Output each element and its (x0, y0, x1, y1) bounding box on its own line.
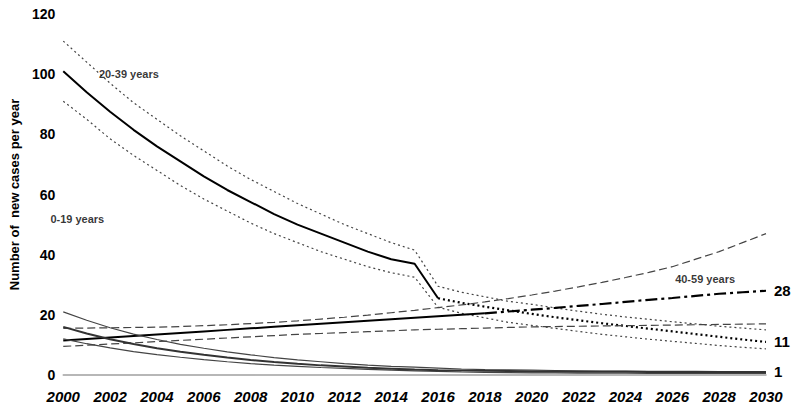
svg-text:2030: 2030 (748, 388, 783, 405)
svg-text:2014: 2014 (374, 388, 409, 405)
svg-text:1: 1 (774, 363, 782, 380)
svg-text:60: 60 (40, 187, 56, 203)
svg-text:Number of new cases per year: Number of new cases per year (7, 99, 22, 290)
svg-text:80: 80 (40, 126, 56, 142)
svg-text:0: 0 (47, 367, 55, 383)
svg-text:2002: 2002 (92, 388, 127, 405)
svg-text:2016: 2016 (420, 388, 455, 405)
svg-text:2000: 2000 (46, 388, 81, 405)
svg-text:2020: 2020 (514, 388, 549, 405)
svg-text:20-39 years: 20-39 years (99, 68, 159, 80)
svg-text:40: 40 (40, 247, 56, 263)
svg-text:2012: 2012 (327, 388, 362, 405)
svg-text:2028: 2028 (701, 388, 736, 405)
svg-text:40-59 years: 40-59 years (675, 273, 735, 285)
svg-text:100: 100 (32, 66, 56, 82)
svg-text:2022: 2022 (561, 388, 596, 405)
svg-text:2018: 2018 (467, 388, 502, 405)
svg-text:11: 11 (774, 333, 790, 350)
svg-text:20: 20 (40, 307, 56, 323)
svg-text:120: 120 (32, 6, 56, 22)
svg-text:0-19 years: 0-19 years (50, 213, 104, 225)
svg-text:2026: 2026 (655, 388, 690, 405)
svg-text:2010: 2010 (280, 388, 315, 405)
svg-text:2004: 2004 (139, 388, 174, 405)
svg-text:2024: 2024 (608, 388, 643, 405)
svg-text:28: 28 (774, 282, 791, 299)
svg-text:2006: 2006 (186, 388, 221, 405)
svg-text:2008: 2008 (233, 388, 268, 405)
